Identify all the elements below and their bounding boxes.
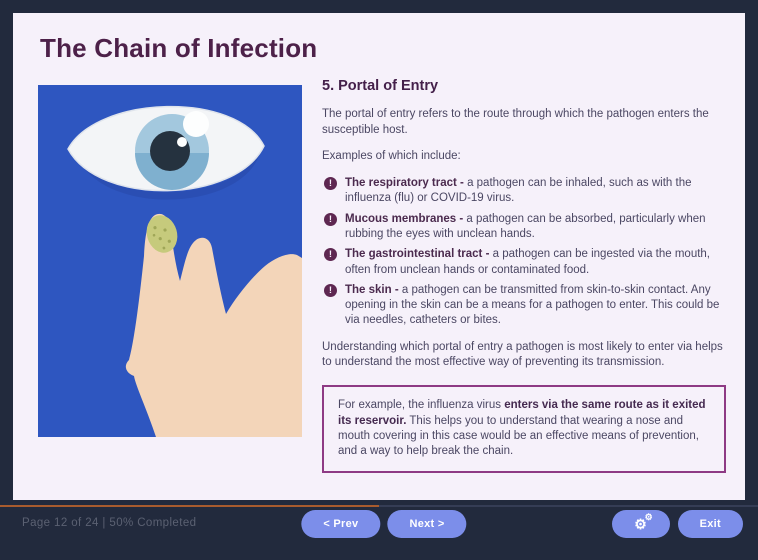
callout-text-post: This helps you to understand that wearin…: [338, 414, 699, 458]
eye-and-hand-illustration: [38, 85, 302, 437]
nav-button-group: < Prev Next >: [301, 510, 467, 538]
section-heading: 5. Portal of Entry: [322, 78, 439, 94]
gears-icon: ⚙ ⚙: [634, 512, 654, 532]
callout-text-pre: For example, the influenza virus: [338, 399, 505, 412]
exit-button[interactable]: Exit: [677, 510, 743, 538]
bullet-lead: Mucous membranes -: [345, 212, 464, 225]
page-title: The Chain of Infection: [40, 33, 318, 63]
bullet-text: a pathogen can be absorbed, particularly…: [345, 212, 706, 240]
list-item: ! The gastrointestinal tract - a pathoge…: [322, 247, 726, 278]
course-footer: Page 12 of 24 | 50% Completed < Prev Nex…: [0, 500, 758, 560]
callout-text-bold: enters via the same route as it exited i…: [338, 399, 706, 427]
list-item: ! The skin - a pathogen can be transmitt…: [322, 283, 726, 329]
settings-button[interactable]: ⚙ ⚙: [611, 510, 670, 538]
bullet-lead: The gastrointestinal tract -: [345, 248, 490, 261]
prev-button[interactable]: < Prev: [301, 510, 381, 538]
exclamation-circle-icon: !: [324, 248, 337, 262]
exclamation-circle-icon: !: [324, 177, 337, 191]
examples-label: Examples of which include:: [322, 149, 461, 162]
list-item: ! The respiratory tract - a pathogen can…: [322, 176, 726, 207]
illustration-svg: [38, 85, 302, 437]
summary-paragraph: Understanding which portal of entry a pa…: [322, 340, 723, 368]
exclamation-circle-icon: !: [324, 283, 337, 297]
intro-paragraph: The portal of entry refers to the route …: [322, 108, 709, 136]
exclamation-circle-icon: !: [324, 212, 337, 226]
bullet-lead: The skin -: [345, 283, 399, 296]
bullet-lead: The respiratory tract -: [345, 177, 464, 190]
page-status: Page 12 of 24 | 50% Completed: [22, 517, 197, 529]
progress-bar-fill: [0, 505, 379, 507]
progress-bar-track: [0, 505, 758, 507]
bullet-text: a pathogen can be transmitted from skin-…: [345, 283, 720, 327]
bullet-text: a pathogen can be inhaled, such as with …: [345, 177, 692, 205]
example-callout-box: For example, the influenza virus enters …: [322, 385, 726, 474]
utility-button-group: ⚙ ⚙ Exit: [611, 510, 743, 538]
slide-panel: The Chain of Infection: [13, 13, 745, 500]
next-button[interactable]: Next >: [387, 510, 467, 538]
lesson-content: 5. Portal of Entry The portal of entry r…: [322, 77, 726, 474]
list-item: ! Mucous membranes - a pathogen can be a…: [322, 212, 726, 243]
bullet-text: a pathogen can be ingested via the mouth…: [345, 248, 710, 276]
gear-small-icon: ⚙: [644, 512, 654, 522]
portal-of-entry-list: ! The respiratory tract - a pathogen can…: [322, 176, 726, 329]
